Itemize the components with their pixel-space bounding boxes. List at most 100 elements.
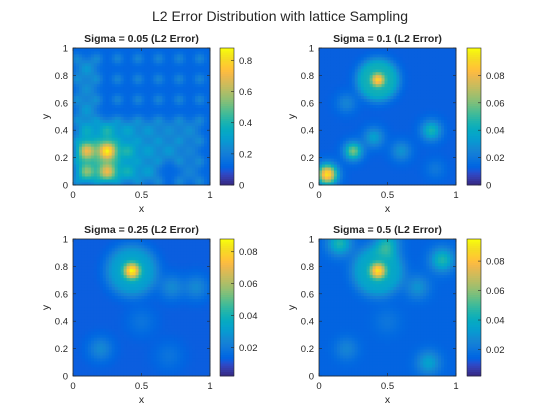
- heatmap-cell: [333, 146, 338, 150]
- heatmap-cell: [319, 56, 323, 61]
- heatmap-cell: [351, 56, 356, 61]
- heatmap-cell: [177, 86, 181, 91]
- heatmap-cell: [453, 140, 457, 144]
- heatmap-cell: [99, 241, 104, 246]
- heatmap-cell: [366, 95, 371, 100]
- heatmap-cell: [342, 113, 347, 117]
- heatmap-cell: [429, 143, 433, 147]
- heatmap-cell: [87, 268, 92, 273]
- heatmap-cell: [429, 107, 433, 111]
- heatmap-cell: [84, 316, 89, 320]
- heatmap-cell: [174, 161, 178, 165]
- heatmap-cell: [105, 352, 110, 356]
- heatmap-cell: [396, 146, 400, 150]
- heatmap-cell: [93, 86, 98, 91]
- heatmap-cell: [105, 152, 110, 156]
- heatmap-cell: [417, 179, 421, 183]
- heatmap-cell: [138, 62, 142, 67]
- heatmap-cell: [117, 155, 122, 159]
- heatmap-cell: [414, 95, 418, 100]
- heatmap-cell: [447, 143, 451, 147]
- heatmap-cell: [84, 68, 89, 73]
- heatmap-cell: [408, 152, 412, 156]
- heatmap-cell: [150, 65, 154, 70]
- heatmap-cell: [201, 131, 205, 135]
- heatmap-cell: [354, 59, 359, 64]
- heatmap-cell: [84, 355, 89, 359]
- heatmap-cell: [319, 71, 323, 76]
- heatmap-cell: [369, 107, 374, 111]
- heatmap-cell: [159, 182, 163, 186]
- heatmap-cell: [432, 179, 436, 183]
- heatmap-cell: [177, 170, 181, 174]
- heatmap-cell: [411, 119, 415, 123]
- heatmap-cell: [90, 92, 95, 97]
- heatmap-cell: [171, 140, 175, 144]
- heatmap-cell: [195, 110, 199, 114]
- heatmap-cell: [174, 170, 178, 174]
- heatmap-cell: [81, 110, 86, 114]
- heatmap-cell: [78, 161, 83, 165]
- heatmap-cell: [168, 80, 172, 85]
- heatmap-cell: [93, 316, 98, 320]
- heatmap-cell: [336, 137, 341, 141]
- heatmap-cell: [375, 122, 379, 126]
- heatmap-cell: [171, 158, 175, 162]
- heatmap-cell: [336, 74, 341, 79]
- heatmap-cell: [147, 173, 151, 177]
- heatmap-cell: [381, 83, 385, 88]
- heatmap-cell: [135, 146, 139, 150]
- heatmap-cell: [177, 149, 181, 153]
- heatmap-cell: [354, 155, 359, 159]
- heatmap-cell: [153, 80, 157, 85]
- heatmap-cell: [186, 59, 190, 64]
- heatmap-cell: [93, 74, 98, 79]
- heatmap-cell: [381, 125, 385, 129]
- heatmap-cell: [120, 161, 125, 165]
- heatmap-cell: [384, 50, 388, 55]
- heatmap-cell: [81, 256, 86, 261]
- heatmap-cell: [90, 361, 95, 365]
- heatmap-cell: [75, 104, 80, 108]
- heatmap-cell: [93, 259, 98, 264]
- heatmap-cell: [135, 89, 139, 94]
- heatmap-cell: [192, 119, 196, 123]
- heatmap-cell: [192, 80, 196, 85]
- heatmap-cell: [204, 86, 208, 91]
- heatmap-cell: [73, 280, 77, 285]
- heatmap-cell: [429, 62, 433, 67]
- heatmap-cell: [372, 50, 376, 55]
- heatmap-cell: [96, 268, 101, 273]
- heatmap-cell: [180, 92, 184, 97]
- heatmap-cell: [141, 101, 145, 105]
- heatmap-cell: [78, 265, 83, 270]
- heatmap-cell: [99, 125, 104, 129]
- colorbar-segment: [467, 97, 481, 100]
- heatmap-cell: [81, 176, 86, 180]
- heatmap-cell: [87, 289, 92, 294]
- heatmap-cell: [144, 152, 148, 156]
- heatmap-cell: [435, 50, 439, 55]
- heatmap-cell: [108, 158, 113, 162]
- colorbar-tick-label: 0.02: [486, 153, 505, 164]
- heatmap-cell: [438, 71, 442, 76]
- heatmap-cell: [354, 137, 359, 141]
- heatmap-cell: [108, 107, 113, 111]
- heatmap-cell: [420, 167, 424, 171]
- heatmap-cell: [174, 71, 178, 76]
- heatmap-cell: [405, 71, 409, 76]
- heatmap-cell: [207, 95, 211, 100]
- heatmap-cell: [96, 98, 101, 103]
- heatmap-cell: [390, 71, 394, 76]
- heatmap-cell: [87, 149, 92, 153]
- heatmap-cell: [171, 125, 175, 129]
- heatmap-cell: [180, 107, 184, 111]
- heatmap-cell: [399, 80, 403, 85]
- heatmap-cell: [156, 143, 160, 147]
- heatmap-cell: [369, 86, 374, 91]
- heatmap-cell: [123, 125, 128, 129]
- heatmap-cell: [393, 59, 397, 64]
- heatmap-cell: [432, 131, 436, 135]
- heatmap-cell: [135, 122, 139, 126]
- heatmap-cell: [387, 86, 391, 91]
